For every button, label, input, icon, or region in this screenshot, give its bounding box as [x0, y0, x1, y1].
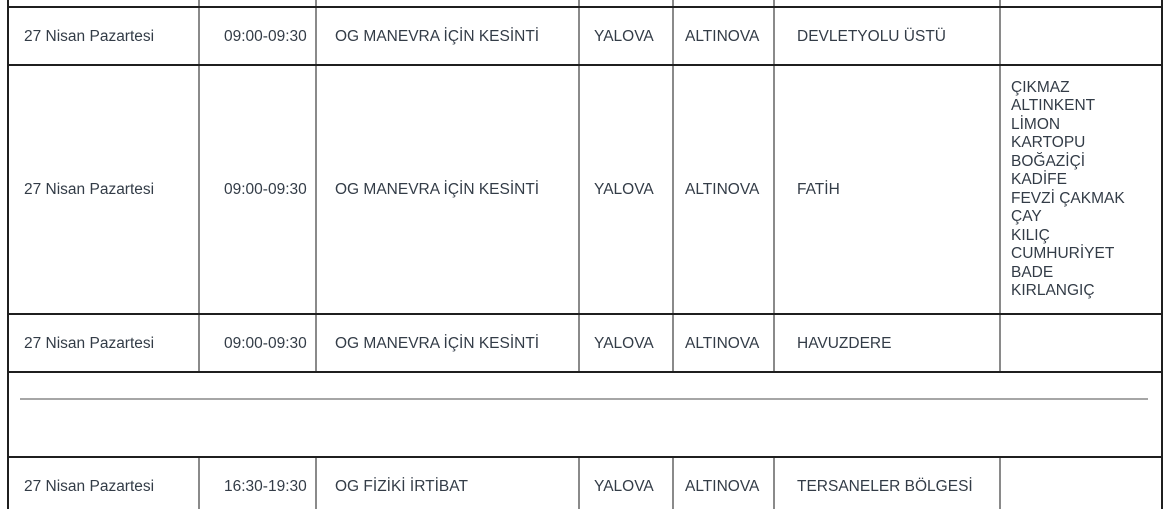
cell-streets: [1001, 315, 1161, 371]
table-row: 27 Nisan Pazartesi 09:00-09:30 OG MANEVR…: [9, 315, 1161, 373]
province-text: YALOVA: [594, 477, 654, 495]
cell-district: ALTINOVA: [674, 66, 775, 313]
reason-text: OG FİZİKİ İRTİBAT: [335, 477, 468, 495]
cell-province: [580, 0, 674, 6]
cell-time: [200, 0, 317, 6]
province-text: YALOVA: [594, 181, 654, 198]
cell-reason: OG MANEVRA İÇİN KESİNTİ: [317, 315, 580, 371]
cell-date: [9, 0, 200, 6]
district-text: ALTINOVA: [685, 27, 760, 45]
table-row: 27 Nisan Pazartesi 09:00-09:30 OG MANEVR…: [9, 8, 1161, 66]
cell-time: 09:00-09:30: [200, 315, 317, 371]
neighborhood-text: DEVLETYOLU ÜSTÜ: [797, 27, 947, 45]
cell-district: ALTINOVA: [674, 8, 775, 64]
cell-time: 09:00-09:30: [200, 66, 317, 313]
reason-text: OG MANEVRA İÇİN KESİNTİ: [335, 181, 540, 198]
cell-neighborhood: HAVUZDERE: [775, 315, 1001, 371]
reason-text: OG MANEVRA İÇİN KESİNTİ: [335, 27, 540, 45]
reason-text: OG MANEVRA İÇİN KESİNTİ: [335, 334, 540, 352]
section-gap: [9, 398, 1161, 458]
neighborhood-text: TERSANELER BÖLGESİ: [797, 477, 973, 495]
cell-reason: [317, 0, 580, 6]
table-row: 27 Nisan Pazartesi 09:00-09:30 OG MANEVR…: [9, 66, 1161, 315]
date-text: 27 Nisan Pazartesi: [24, 334, 155, 352]
cell-neighborhood: TERSANELER BÖLGESİ: [775, 458, 1001, 509]
cell-district: ALTINOVA: [674, 458, 775, 509]
cell-reason: OG FİZİKİ İRTİBAT: [317, 458, 580, 509]
table-row-partial: [9, 0, 1161, 8]
cell-date: 27 Nisan Pazartesi: [9, 315, 200, 371]
cell-province: YALOVA: [580, 8, 674, 64]
district-text: ALTINOVA: [685, 477, 760, 495]
cell-date: 27 Nisan Pazartesi: [9, 66, 200, 313]
cell-time: 09:00-09:30: [200, 8, 317, 64]
province-text: YALOVA: [594, 334, 654, 352]
date-text: 27 Nisan Pazartesi: [24, 181, 155, 198]
cell-province: YALOVA: [580, 315, 674, 371]
time-text: 09:00-09:30: [224, 334, 307, 352]
time-text: 09:00-09:30: [224, 27, 307, 45]
outage-table: 27 Nisan Pazartesi 09:00-09:30 OG MANEVR…: [7, 0, 1163, 509]
cell-streets: ÇIKMAZ ALTINKENT LİMON KARTOPU BOĞAZİÇİ …: [1001, 66, 1161, 313]
cell-province: YALOVA: [580, 66, 674, 313]
cell-district: [674, 0, 775, 6]
streets-text: ÇIKMAZ ALTINKENT LİMON KARTOPU BOĞAZİÇİ …: [1011, 78, 1125, 300]
cell-streets: [1001, 8, 1161, 64]
date-text: 27 Nisan Pazartesi: [24, 477, 155, 495]
cell-neighborhood: [775, 0, 1001, 6]
cell-time: 16:30-19:30: [200, 458, 317, 509]
time-text: 09:00-09:30: [224, 181, 307, 198]
cell-reason: OG MANEVRA İÇİN KESİNTİ: [317, 66, 580, 313]
district-text: ALTINOVA: [685, 334, 760, 352]
district-text: ALTINOVA: [685, 181, 760, 198]
cell-streets: [1001, 0, 1161, 6]
neighborhood-text: FATİH: [797, 181, 840, 198]
cell-province: YALOVA: [580, 458, 674, 509]
cell-neighborhood: FATİH: [775, 66, 1001, 313]
table-row: 27 Nisan Pazartesi 16:30-19:30 OG FİZİKİ…: [9, 458, 1161, 509]
cell-date: 27 Nisan Pazartesi: [9, 458, 200, 509]
section-divider: [20, 398, 1148, 400]
time-text: 16:30-19:30: [224, 477, 307, 495]
date-text: 27 Nisan Pazartesi: [24, 27, 155, 45]
cell-date: 27 Nisan Pazartesi: [9, 8, 200, 64]
cell-reason: OG MANEVRA İÇİN KESİNTİ: [317, 8, 580, 64]
neighborhood-text: HAVUZDERE: [797, 334, 892, 352]
cell-district: ALTINOVA: [674, 315, 775, 371]
cell-streets: [1001, 458, 1161, 509]
province-text: YALOVA: [594, 27, 654, 45]
cell-neighborhood: DEVLETYOLU ÜSTÜ: [775, 8, 1001, 64]
